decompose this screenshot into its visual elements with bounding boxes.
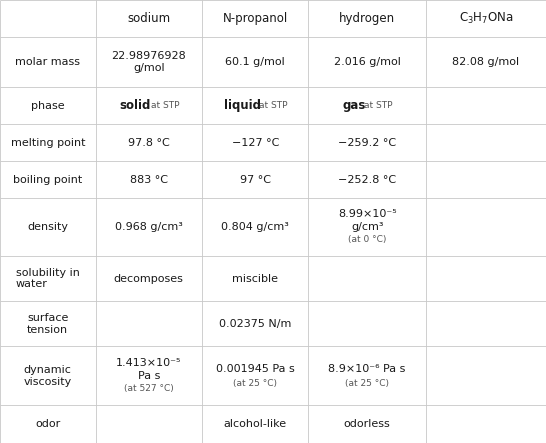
Text: at STP: at STP	[364, 101, 393, 110]
Text: odorless: odorless	[344, 419, 390, 429]
Text: molar mass: molar mass	[15, 57, 80, 67]
Text: $\mathregular{C_3H_7ONa}$: $\mathregular{C_3H_7ONa}$	[459, 11, 513, 26]
Text: (at 527 °C): (at 527 °C)	[124, 385, 174, 393]
Text: 97.8 °C: 97.8 °C	[128, 138, 170, 148]
Text: surface
tension: surface tension	[27, 313, 68, 334]
Text: density: density	[27, 222, 68, 232]
Text: 0.001945 Pa s: 0.001945 Pa s	[216, 364, 295, 374]
Text: solubility in
water: solubility in water	[16, 268, 80, 289]
Text: (at 0 °C): (at 0 °C)	[348, 235, 387, 245]
Text: −127 °C: −127 °C	[232, 138, 279, 148]
Text: 8.9×10⁻⁶ Pa s: 8.9×10⁻⁶ Pa s	[329, 364, 406, 374]
Text: 2.016 g/mol: 2.016 g/mol	[334, 57, 401, 67]
Text: 1.413×10⁻⁵: 1.413×10⁻⁵	[116, 358, 181, 368]
Text: g/cm³: g/cm³	[351, 222, 383, 232]
Text: Pa s: Pa s	[138, 371, 160, 381]
Text: decomposes: decomposes	[114, 273, 183, 284]
Text: −259.2 °C: −259.2 °C	[338, 138, 396, 148]
Text: 60.1 g/mol: 60.1 g/mol	[225, 57, 285, 67]
Text: 97 °C: 97 °C	[240, 175, 271, 185]
Text: sodium: sodium	[127, 12, 170, 25]
Text: dynamic
viscosity: dynamic viscosity	[23, 365, 72, 387]
Text: odor: odor	[35, 419, 61, 429]
Text: gas: gas	[342, 99, 366, 113]
Text: hydrogen: hydrogen	[339, 12, 395, 25]
Text: −252.8 °C: −252.8 °C	[338, 175, 396, 185]
Text: 0.02375 N/m: 0.02375 N/m	[219, 319, 292, 329]
Text: 8.99×10⁻⁵: 8.99×10⁻⁵	[338, 210, 396, 219]
Text: (at 25 °C): (at 25 °C)	[345, 378, 389, 388]
Text: solid: solid	[120, 99, 151, 113]
Text: phase: phase	[31, 101, 64, 111]
Text: 82.08 g/mol: 82.08 g/mol	[453, 57, 519, 67]
Text: at STP: at STP	[259, 101, 288, 110]
Text: N-propanol: N-propanol	[223, 12, 288, 25]
Text: miscible: miscible	[232, 273, 278, 284]
Text: liquid: liquid	[223, 99, 260, 113]
Text: alcohol-like: alcohol-like	[224, 419, 287, 429]
Text: boiling point: boiling point	[13, 175, 82, 185]
Text: (at 25 °C): (at 25 °C)	[233, 378, 277, 388]
Text: 22.98976928
g/mol: 22.98976928 g/mol	[111, 51, 186, 73]
Text: 0.968 g/cm³: 0.968 g/cm³	[115, 222, 183, 232]
Text: 883 °C: 883 °C	[130, 175, 168, 185]
Text: 0.804 g/cm³: 0.804 g/cm³	[221, 222, 289, 232]
Text: at STP: at STP	[151, 101, 179, 110]
Text: melting point: melting point	[10, 138, 85, 148]
